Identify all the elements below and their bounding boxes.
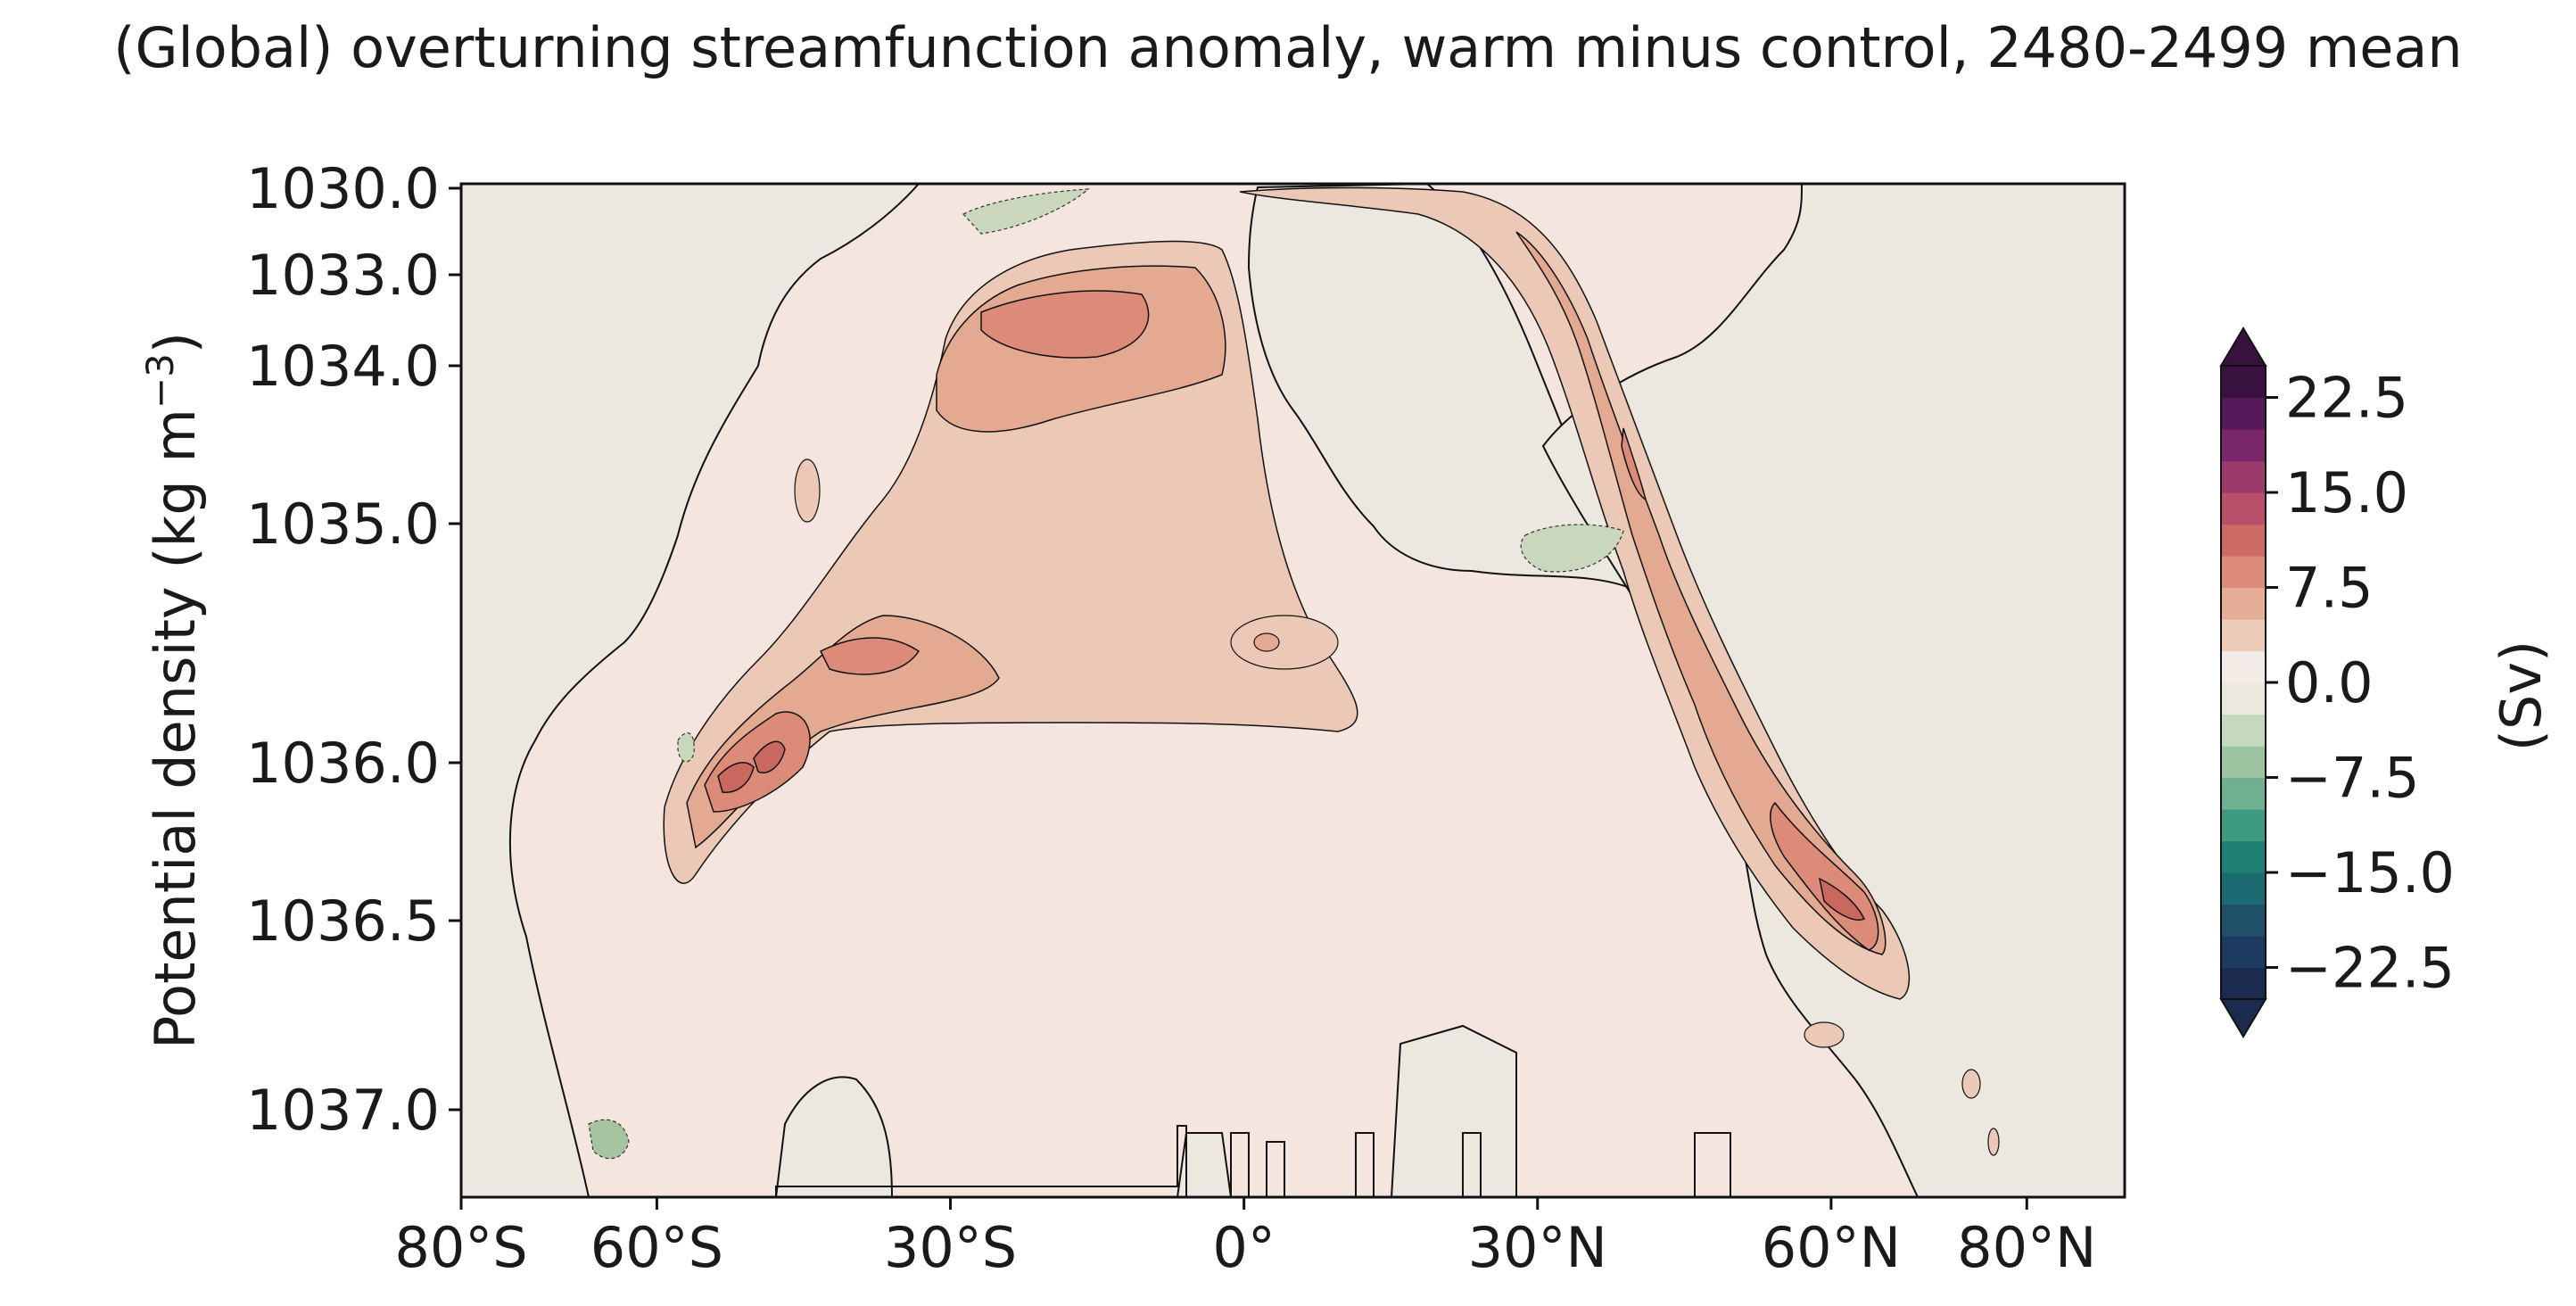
colorbar-segment	[2221, 397, 2266, 430]
colorbar-tick-label: 0.0	[2285, 650, 2374, 715]
colorbar-tick-label: −7.5	[2285, 746, 2420, 811]
colorbar-segment	[2221, 777, 2266, 810]
neutral-region-south	[461, 184, 921, 1197]
colorbar-segment	[2221, 840, 2266, 873]
neutral-region-abyss	[774, 1024, 1517, 1197]
colorbar-segment	[2221, 650, 2266, 683]
negative-anomaly-patches	[588, 188, 1624, 1160]
southern-cell-anomaly	[663, 240, 1358, 884]
colorbar-segment	[2221, 460, 2266, 493]
y-axis: 1030.0 1033.0 1034.0 1035.0 1036.0 1036.5 1037…	[246, 156, 461, 1143]
colorbar-segment	[2221, 524, 2266, 557]
y-axis-label-superscript: −3	[138, 353, 182, 409]
colorbar-segment	[2221, 587, 2266, 620]
y-tick-label: 1033.0	[246, 243, 440, 308]
x-tick-label: 30°S	[884, 1215, 1017, 1280]
abyssal-contour	[775, 1125, 1731, 1197]
y-tick-label: 1037.0	[246, 1078, 440, 1143]
positive-blobs	[794, 459, 2000, 1156]
x-tick-label: 60°S	[590, 1215, 723, 1280]
chart-title: (Global) overturning streamfunction anom…	[113, 15, 2462, 80]
colorbar-label: (Sv)	[2489, 641, 2554, 751]
colorbar-tick-label: 7.5	[2285, 556, 2374, 621]
colorbar-segment	[2221, 746, 2266, 779]
colorbar-tick-label: 15.0	[2285, 460, 2408, 525]
colorbar-tick-label: 22.5	[2285, 366, 2408, 431]
y-tick-label: 1034.0	[246, 334, 440, 399]
y-axis-label: Potential density (kg m−3)	[138, 332, 209, 1049]
x-tick-label: 80°N	[1957, 1215, 2096, 1280]
y-axis-label-text: Potential density (kg m	[143, 409, 208, 1049]
colorbar-extend-max	[2219, 326, 2267, 367]
y-tick-label: 1036.5	[246, 889, 440, 954]
colorbar-segment	[2221, 366, 2266, 399]
x-tick-label: 80°S	[394, 1215, 527, 1280]
neutral-region-tropics	[1247, 184, 1635, 591]
colorbar-segment	[2221, 967, 2266, 1000]
colorbar-segment	[2221, 809, 2266, 842]
x-axis: 80°S 60°S 30°S 0° 30°N 60°N 80°N	[394, 1197, 2096, 1280]
colorbar-segment	[2221, 936, 2266, 969]
colorbar-segment	[2221, 556, 2266, 589]
colorbar-segment	[2221, 492, 2266, 525]
x-tick-label: 60°N	[1762, 1215, 1901, 1280]
plot-frame	[459, 182, 2126, 1199]
x-tick-label: 0°	[1212, 1215, 1275, 1280]
y-tick-label: 1030.0	[246, 156, 440, 221]
colorbar-segment	[2221, 619, 2266, 652]
colorbar-tick-label: −22.5	[2285, 936, 2455, 1001]
plot-area	[461, 184, 2125, 1197]
colorbar-segment	[2221, 429, 2266, 462]
colorbar-segment	[2221, 682, 2266, 715]
colorbar: 22.5 15.0 7.5 0.0 −7.5 −15.0 −22.5	[2219, 326, 2455, 1038]
y-axis-label-close: )	[143, 332, 208, 353]
y-tick-label: 1035.0	[246, 492, 440, 557]
colorbar-segment	[2221, 714, 2266, 747]
north-atlantic-anomaly	[1239, 186, 1911, 1000]
colorbar-segment	[2221, 872, 2266, 905]
colorbar-extend-min	[2219, 998, 2267, 1038]
colorbar-tick-label: −15.0	[2285, 840, 2455, 905]
y-tick-label: 1036.0	[246, 731, 440, 796]
x-tick-label: 30°N	[1468, 1215, 1607, 1280]
colorbar-segment	[2221, 904, 2266, 937]
